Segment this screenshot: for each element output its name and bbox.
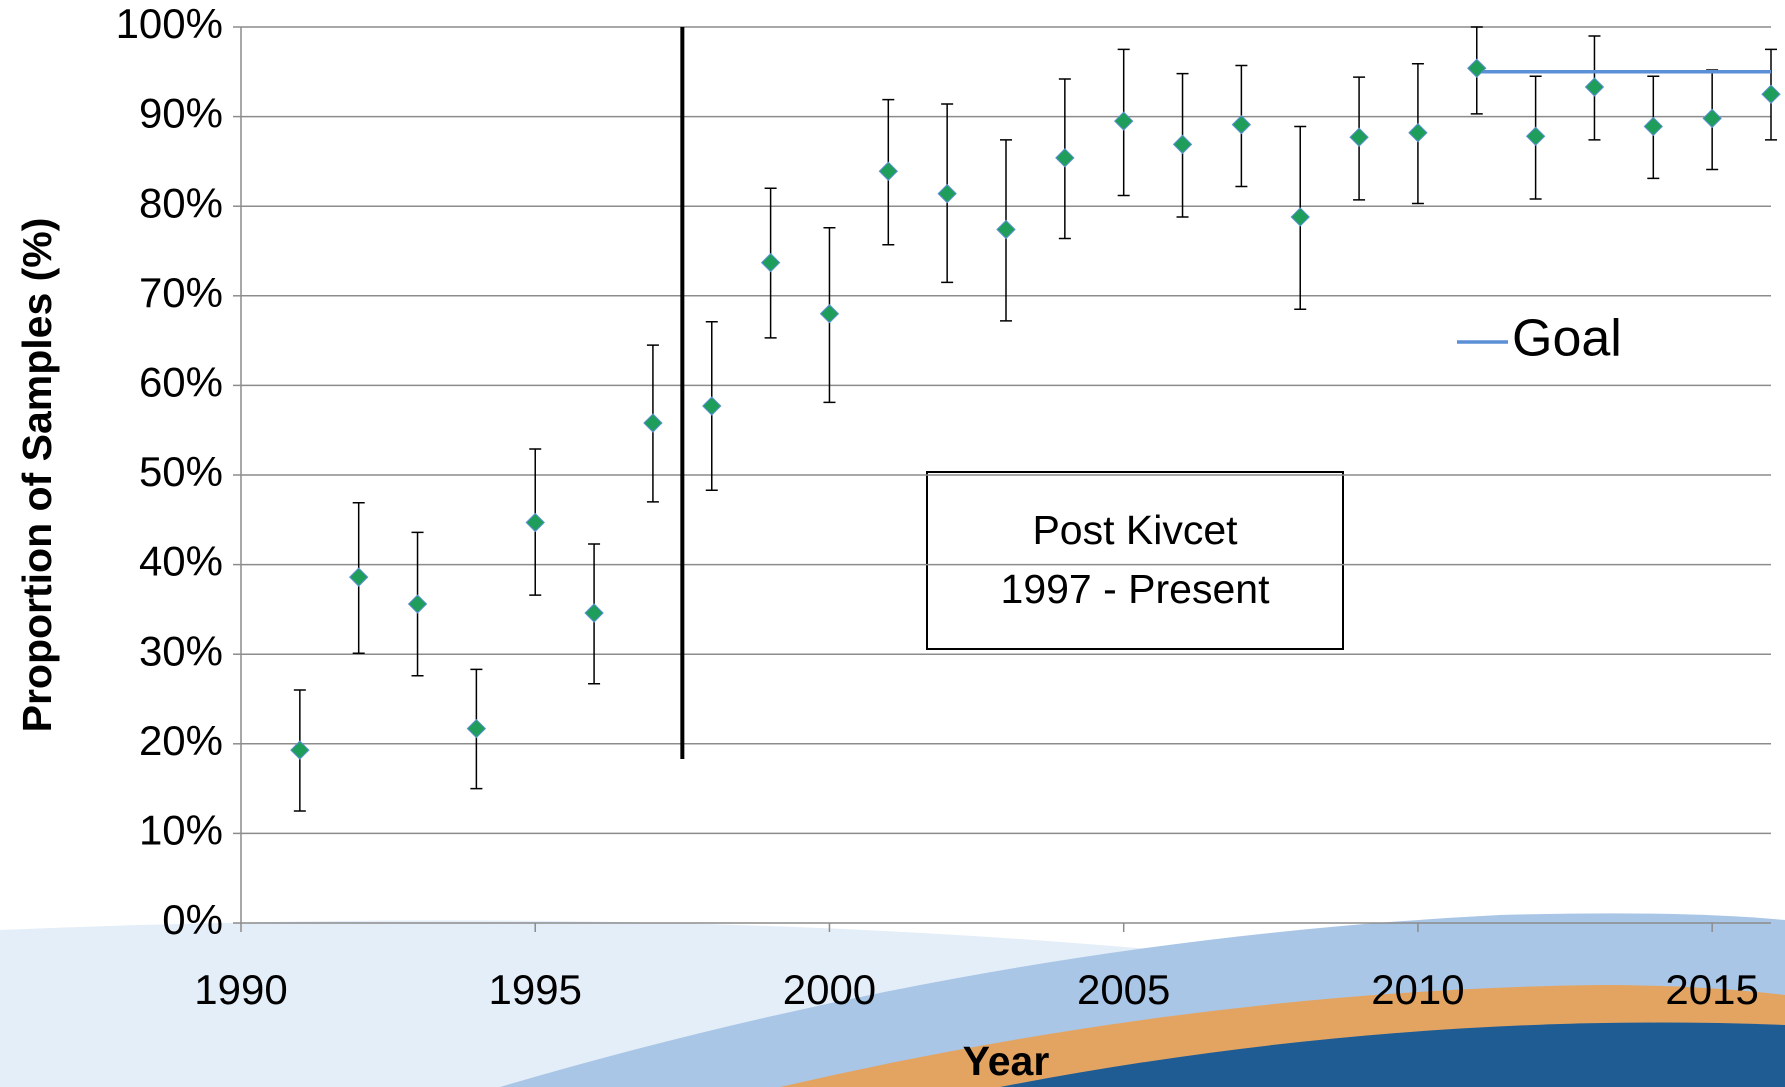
point [525,512,545,533]
x-tick-label: 2000 [783,966,876,1013]
point [584,603,604,623]
point [760,252,781,273]
y-tick-label: 50% [139,448,223,495]
x-tick-label: 2010 [1371,966,1464,1013]
point [290,740,310,760]
point [878,161,899,181]
y-tick-label: 10% [139,806,223,853]
point [702,396,722,416]
y-tick-label: 70% [139,269,223,316]
x-tick-label: 2015 [1665,966,1758,1013]
point [1467,58,1487,78]
background-waves [0,913,1785,1087]
y-axis-title: Proportion of Samples (%) [14,218,60,733]
x-tick-label: 1995 [489,966,582,1013]
y-tick-label: 60% [139,358,223,405]
point [1408,123,1428,143]
point [348,567,369,587]
point [643,413,663,433]
point [1172,134,1193,155]
y-tick-label: 90% [139,90,223,137]
y-tick-label: 40% [139,538,223,585]
y-tick-label: 30% [139,627,223,674]
y-tick-label: 80% [139,179,223,226]
point [1761,84,1781,104]
y-tick-label: 100% [116,0,223,47]
point [1584,77,1605,97]
annotation: Post Kivcet [1032,507,1238,553]
point [1525,126,1546,147]
annotation: 1997 - Present [1001,566,1271,612]
point [1231,114,1252,135]
point [996,219,1016,240]
point [466,718,487,739]
y-tick-label: 20% [139,717,223,764]
legend-label: Goal [1512,310,1622,368]
point [407,594,428,614]
point [819,304,840,324]
point [1643,116,1664,137]
y-tick-label: 0% [162,896,223,943]
x-tick-label: 2005 [1077,966,1170,1013]
annotation-box [926,471,1344,650]
wave [1000,1022,1785,1087]
point [1349,127,1369,147]
point [1113,111,1134,131]
point [937,183,957,204]
point [1055,148,1075,168]
point [1702,108,1722,129]
x-tick-label: 1990 [194,966,287,1013]
point [1290,207,1310,227]
x-axis-title: Year [963,1038,1050,1084]
